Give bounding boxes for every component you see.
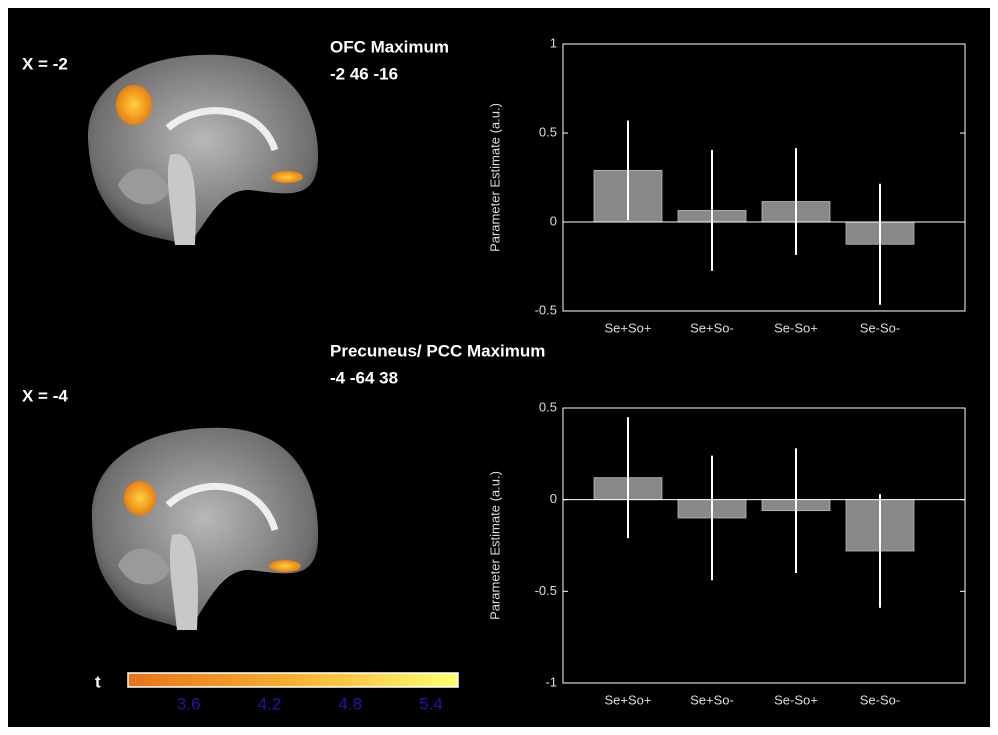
x-tick-label: Se-So- (860, 320, 900, 335)
x-tick-label: Se-So+ (774, 692, 818, 707)
colorbar-tick-label: 4.8 (338, 694, 362, 713)
chart-title: Precuneus/ PCC Maximum (330, 341, 545, 360)
y-axis-label: Parameter Estimate (a.u.) (487, 103, 502, 252)
slice-label: X = -2 (22, 54, 68, 73)
colorbar-tick-label: 4.2 (258, 694, 282, 713)
colorbar-tick-label: 3.6 (177, 694, 201, 713)
y-axis-label: Parameter Estimate (a.u.) (487, 471, 502, 620)
x-tick-label: Se-So+ (774, 320, 818, 335)
y-tick-label: 0 (550, 213, 557, 228)
y-tick-label: 1 (550, 35, 557, 50)
colorbar (128, 673, 458, 687)
chart-title: OFC Maximum (330, 37, 449, 56)
y-tick-label: -0.5 (535, 302, 557, 317)
x-tick-label: Se+So- (690, 692, 734, 707)
chart-subtitle: -2 46 -16 (330, 64, 398, 83)
y-tick-label: -1 (545, 674, 557, 689)
figure: t OFC Maximum -2 46 -16 X = -2 Parameter Es… (0, 0, 998, 735)
y-tick-label: -0.5 (535, 583, 557, 598)
colorbar-label: t (95, 672, 101, 691)
x-tick-label: Se-So- (860, 692, 900, 707)
x-tick-label: Se+So+ (605, 320, 652, 335)
y-tick-label: 0.5 (539, 399, 557, 414)
y-tick-label: 0.5 (539, 124, 557, 139)
colorbar-tick-label: 5.4 (419, 694, 443, 713)
y-tick-label: 0 (550, 491, 557, 506)
chart-subtitle: -4 -64 38 (330, 368, 398, 387)
x-tick-label: Se+So+ (605, 692, 652, 707)
x-tick-label: Se+So- (690, 320, 734, 335)
slice-label: X = -4 (22, 386, 68, 405)
